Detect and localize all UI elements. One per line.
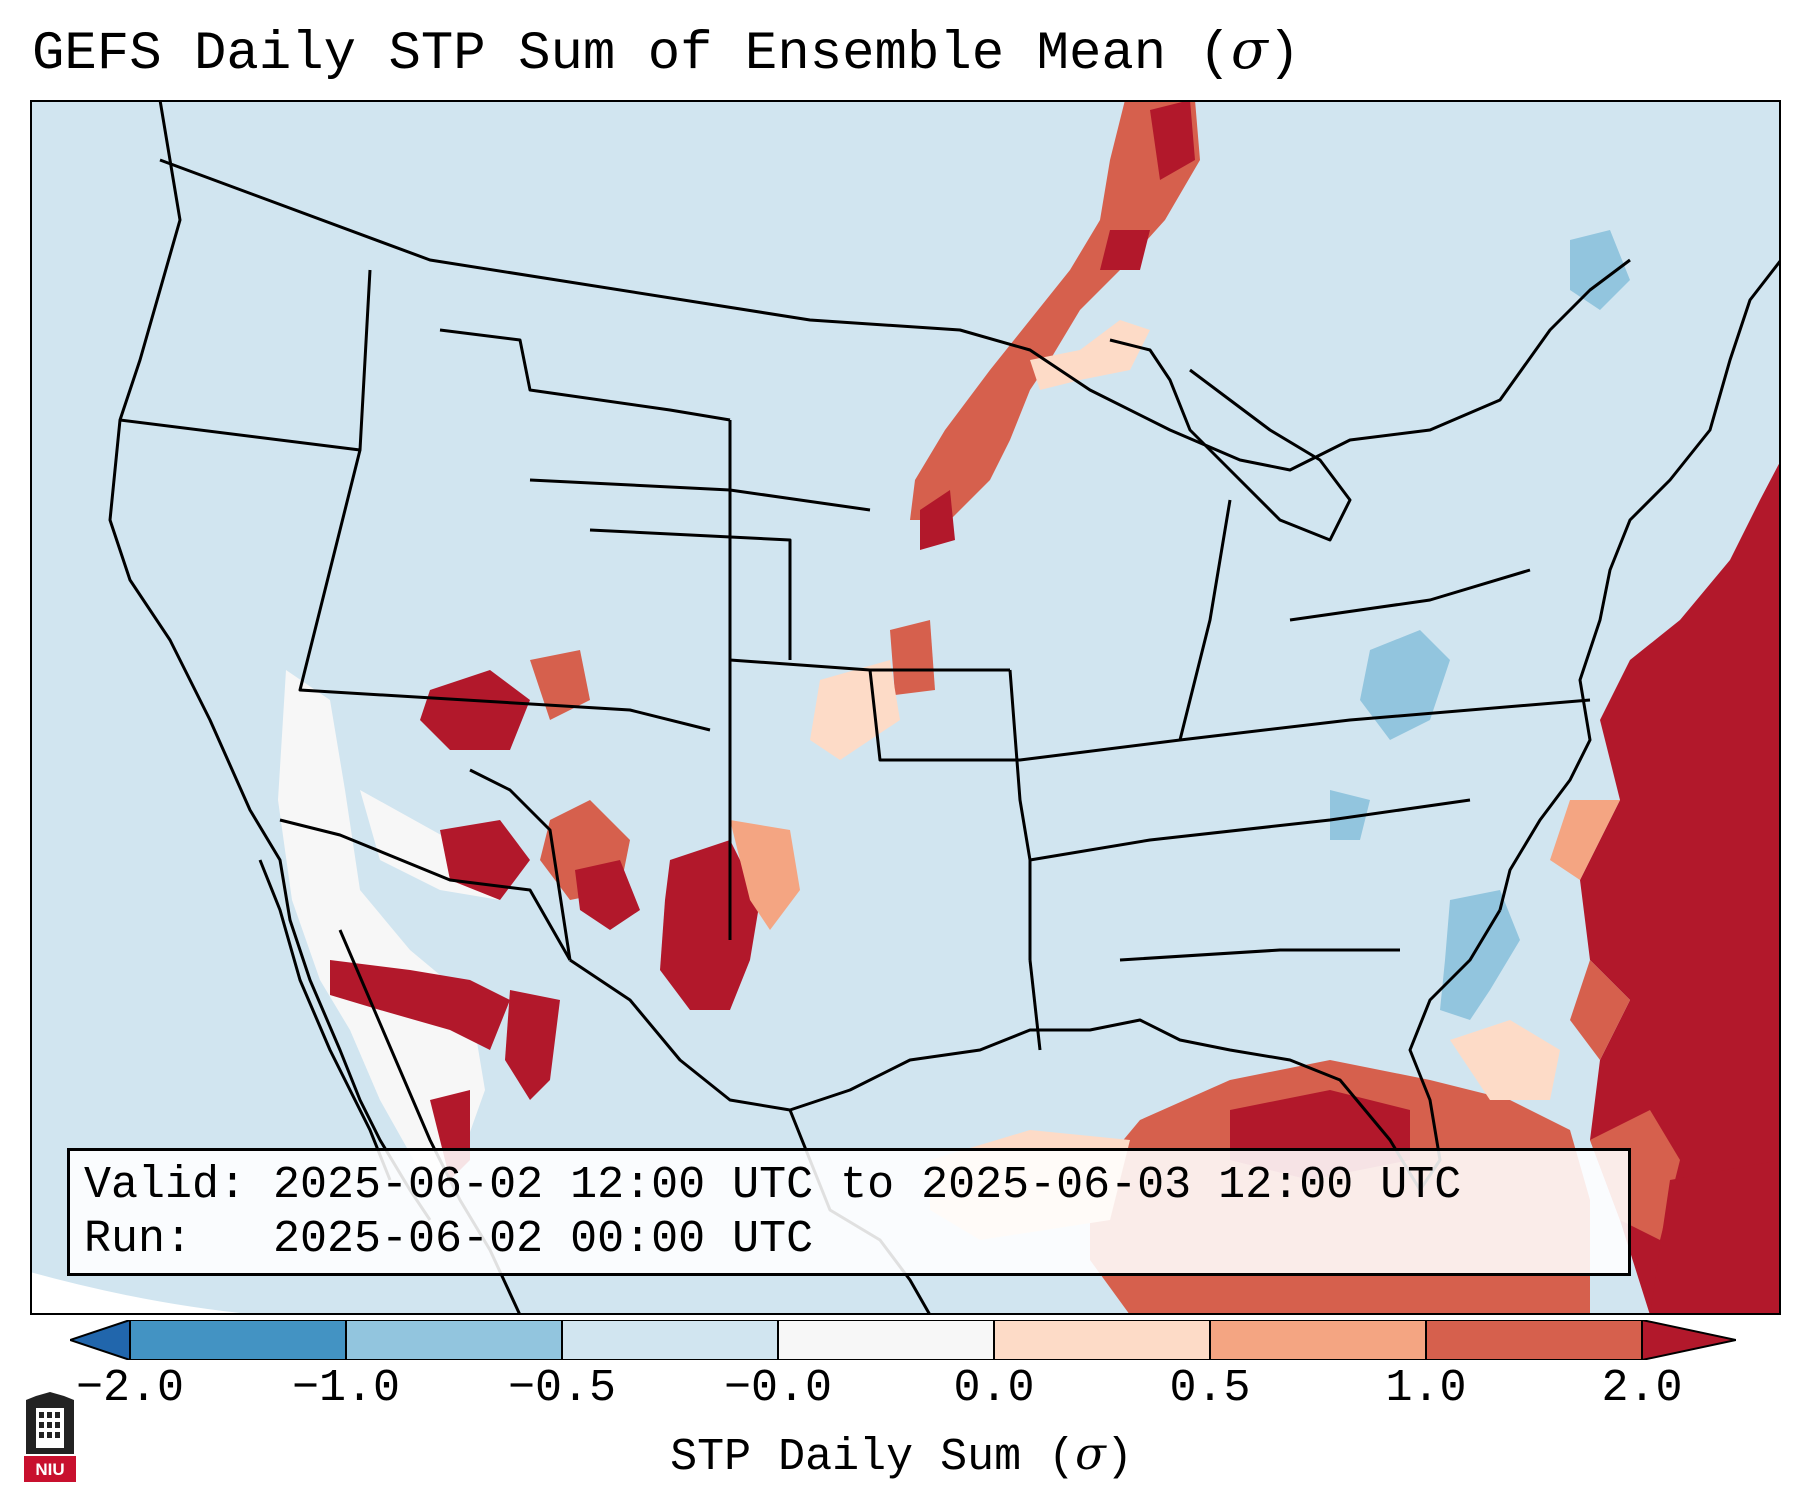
title-sigma: σ: [1231, 18, 1268, 81]
cblabel-close: ): [1105, 1432, 1133, 1483]
title-close: ): [1267, 24, 1301, 85]
colorbar-label: STP Daily Sum (σ): [670, 1427, 1133, 1483]
logo-banner: [24, 1456, 76, 1482]
chart-title: GEFS Daily STP Sum of Ensemble Mean (σ): [32, 18, 1300, 88]
colorbar-bin-7: [1426, 1320, 1642, 1360]
outside-domain-corner: [30, 1272, 260, 1315]
colorbar-bin-1: [130, 1320, 346, 1360]
region-gulf-stream-offshore-east: [1550, 460, 1781, 1315]
region-southwest-new-mexico: [330, 650, 800, 1180]
cblabel-sigma: σ: [1075, 1427, 1106, 1480]
logo-text: NIU: [35, 1460, 64, 1479]
cblabel-text: STP Daily Sum (: [670, 1432, 1076, 1483]
tick-label-5: 0.0: [953, 1363, 1035, 1414]
run-line: Run: 2025-06-02 00:00 UTC: [84, 1214, 814, 1265]
colorbar-bin-6: [1210, 1320, 1426, 1360]
title-text: GEFS Daily STP Sum of Ensemble Mean (: [32, 24, 1231, 85]
region-upper-midwest-band: [810, 100, 1200, 760]
valid-line: Valid: 2025-06-02 12:00 UTC to 2025-06-0…: [84, 1160, 1462, 1211]
state-line-11: [1289, 568, 1531, 622]
state-line-5: [728, 420, 1010, 672]
tick-label-1: −2.0: [75, 1363, 185, 1414]
colorbar: [70, 1320, 1736, 1360]
tick-label-3: −0.5: [507, 1363, 617, 1414]
tick-label-2: −1.0: [291, 1363, 401, 1414]
state-line-14: [1119, 948, 1400, 962]
valid-run-infobox: Valid: 2025-06-02 12:00 UTC to 2025-06-0…: [67, 1148, 1631, 1276]
atlantic-coastline: [1498, 259, 1781, 911]
colorbar-bin-4: [778, 1320, 994, 1360]
colorbar-bin-2: [346, 1320, 562, 1360]
state-line-8: [1008, 669, 1032, 960]
region-caribbean: [1650, 1160, 1781, 1315]
state-line-7: [868, 669, 1591, 762]
niu-logo: NIU: [24, 1392, 76, 1482]
state-line-6: [589, 528, 792, 660]
colorbar-bin-3: [562, 1320, 778, 1360]
baja-peninsula: [258, 859, 392, 1181]
state-line-2: [298, 449, 711, 732]
great-lakes: [1109, 338, 1352, 542]
map-panel: [30, 100, 1781, 1315]
gulf-coast: [569, 909, 1502, 1192]
state-line-15: [1028, 959, 1042, 1051]
canada-border: [159, 158, 1631, 472]
colorbar-extend-low: [70, 1320, 130, 1360]
us-mexico-border: [279, 818, 572, 961]
tick-label-4: −0.0: [723, 1363, 833, 1414]
tick-label-7: 1.0: [1385, 1363, 1467, 1414]
coastlines-and-borders: [108, 100, 1781, 1315]
colorbar-bin-5: [994, 1320, 1210, 1360]
pacific-coastline: [108, 100, 432, 1221]
region-southeast-coast: [1440, 230, 1630, 1020]
state-line-3: [439, 328, 731, 422]
state-line-4: [529, 478, 871, 512]
state-line-10: [1178, 499, 1232, 741]
state-line-12: [469, 768, 572, 961]
tick-label-6: 0.5: [1169, 1363, 1251, 1414]
logo-tower-icon: [36, 1408, 64, 1448]
state-line-9: [1029, 798, 1471, 862]
colorbar-extend-high: [1642, 1320, 1736, 1360]
tick-label-8: 2.0: [1601, 1363, 1683, 1414]
